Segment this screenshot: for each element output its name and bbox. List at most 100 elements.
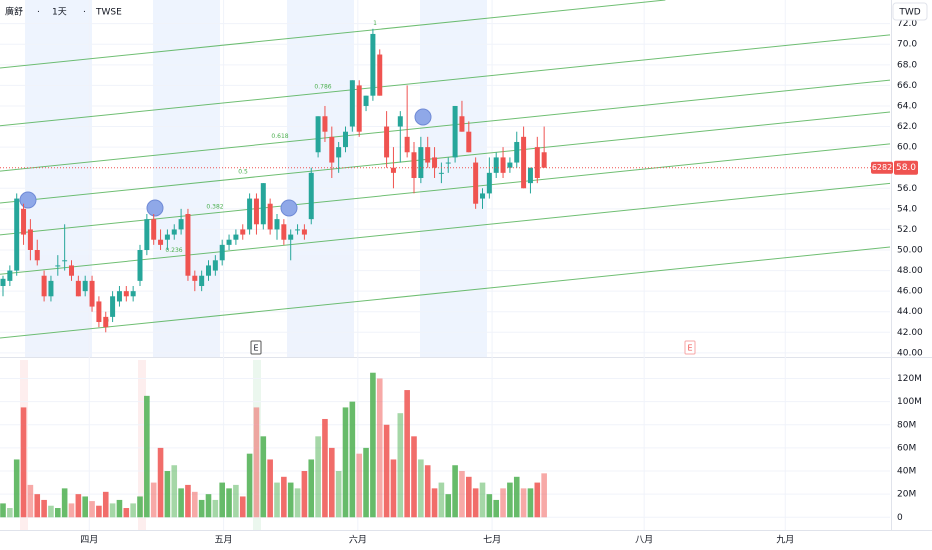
candle-body bbox=[192, 275, 198, 281]
candle-body bbox=[459, 116, 465, 132]
candle-body bbox=[418, 147, 424, 178]
y-tick-label: 48.00 bbox=[897, 266, 923, 276]
candle-body bbox=[363, 95, 369, 106]
candle-body bbox=[178, 219, 184, 230]
candle-body bbox=[521, 136, 527, 189]
candle-body bbox=[7, 270, 13, 281]
candle-body bbox=[493, 157, 499, 173]
fib-label: 0.236 bbox=[165, 247, 182, 254]
candle-body bbox=[322, 116, 328, 132]
candle-body bbox=[34, 250, 40, 261]
fib-line bbox=[0, 246, 891, 339]
volume-bar bbox=[233, 484, 239, 518]
x-tick-label: 七月 bbox=[483, 535, 501, 546]
volume-bar bbox=[335, 471, 342, 518]
candle-body bbox=[288, 234, 294, 240]
currency[interactable]: TWD bbox=[898, 8, 920, 18]
volume-bar bbox=[541, 473, 547, 518]
candle-body bbox=[541, 152, 547, 168]
symbol-tag bbox=[871, 161, 893, 174]
x-tick-label: 五月 bbox=[215, 535, 233, 546]
candle-body bbox=[89, 280, 95, 307]
candle-body bbox=[384, 126, 390, 158]
volume-bar bbox=[308, 459, 315, 518]
candle-body bbox=[480, 193, 485, 199]
candle-body bbox=[301, 229, 307, 235]
volume-bar bbox=[198, 499, 205, 518]
candle-body bbox=[425, 147, 431, 163]
volume-bar bbox=[349, 401, 356, 518]
volume-bar bbox=[109, 503, 116, 518]
volume-bar bbox=[116, 499, 123, 518]
volume-bar bbox=[55, 508, 61, 518]
event-label: E bbox=[687, 344, 692, 353]
y-tick-label: 56.0 bbox=[897, 184, 917, 194]
candle-body bbox=[534, 147, 540, 178]
volume-bar bbox=[246, 453, 253, 518]
candle-body bbox=[295, 229, 301, 231]
y-tick-label: 46.00 bbox=[897, 287, 923, 297]
candle-body bbox=[445, 162, 451, 164]
volume-bar bbox=[534, 482, 541, 518]
header-sep: · bbox=[83, 8, 86, 18]
volume-bar bbox=[137, 496, 143, 518]
volume-bar bbox=[144, 395, 150, 518]
volume-bar bbox=[102, 491, 109, 518]
candle-body bbox=[432, 157, 438, 168]
candle-body bbox=[260, 183, 266, 225]
volume-bar bbox=[48, 505, 54, 518]
volume-bar bbox=[294, 488, 301, 518]
candle-body bbox=[21, 208, 27, 235]
candle-body bbox=[349, 80, 355, 127]
candle-body bbox=[514, 141, 520, 163]
volume-bar bbox=[363, 447, 369, 518]
marker-dot bbox=[280, 199, 298, 217]
header-exchange: TWSE bbox=[95, 8, 122, 18]
volume-bar bbox=[431, 488, 438, 518]
candle-body bbox=[41, 275, 47, 297]
x-tick-label: 四月 bbox=[80, 535, 98, 546]
volume-bar bbox=[281, 476, 287, 518]
candle-body bbox=[110, 296, 116, 317]
currency-button[interactable] bbox=[892, 2, 928, 21]
y-tick-label: 62.0 bbox=[897, 122, 917, 132]
price-tag bbox=[894, 160, 918, 175]
volume-bar bbox=[452, 465, 458, 518]
volume-bar bbox=[226, 488, 232, 518]
volume-bar bbox=[123, 508, 130, 518]
marker-dot bbox=[414, 108, 432, 126]
volume-bar bbox=[329, 447, 335, 518]
volume-bar bbox=[0, 503, 6, 518]
volume-bar bbox=[260, 436, 267, 518]
header-interval: 1天 bbox=[52, 8, 67, 18]
marker-dot bbox=[146, 199, 164, 217]
band bbox=[153, 0, 220, 357]
candle-body bbox=[144, 219, 150, 251]
volume-bar bbox=[75, 494, 82, 518]
y-tick-label: 60.0 bbox=[897, 143, 917, 153]
candle-body bbox=[281, 224, 287, 240]
symbol-code: 6282 bbox=[872, 163, 892, 172]
volume-bar bbox=[13, 459, 20, 518]
candle-body bbox=[123, 291, 129, 297]
y-tick-label: 0 bbox=[897, 513, 903, 523]
candle-body bbox=[103, 316, 109, 328]
volume-bar bbox=[404, 390, 410, 518]
candle-body bbox=[206, 265, 211, 276]
candle-body bbox=[219, 244, 225, 261]
candle-body bbox=[48, 280, 54, 297]
volume-bar bbox=[356, 453, 362, 518]
last-price: 58.0 bbox=[896, 163, 916, 173]
fib-label: 0.382 bbox=[206, 203, 223, 210]
fib-label: 0.5 bbox=[238, 169, 248, 176]
candle-body bbox=[199, 275, 205, 287]
volume-bar bbox=[322, 418, 328, 518]
x-tick-label: 九月 bbox=[776, 535, 794, 546]
volume-bar bbox=[424, 465, 431, 518]
volume-bar bbox=[486, 494, 493, 518]
candle-body bbox=[27, 229, 33, 251]
volume-bar bbox=[527, 488, 534, 518]
y-tick-label: 68.0 bbox=[897, 60, 917, 70]
